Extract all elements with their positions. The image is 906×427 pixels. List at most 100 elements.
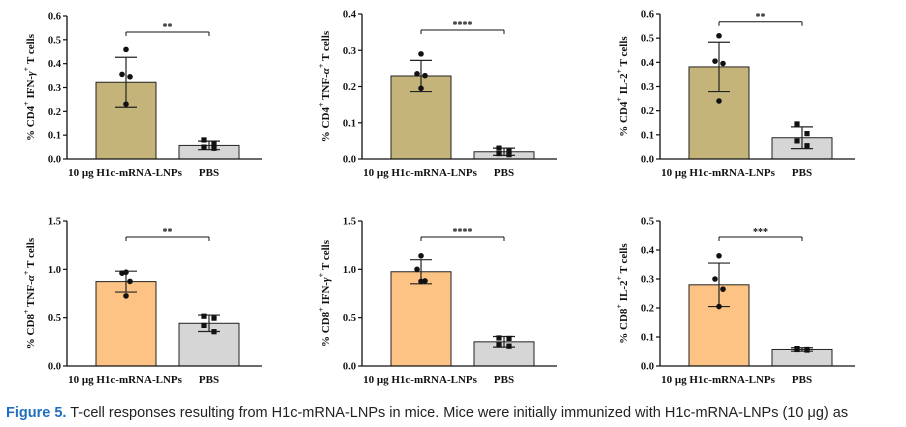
- data-point-pbs: [496, 335, 502, 341]
- data-point-lnp: [119, 270, 125, 277]
- category-label-pbs: PBS: [494, 167, 514, 179]
- chart-panel-3: 0.0 0.1 0.2 0.3 0.4 0.5 0.6 10 μg H1c-mRNA-LNPs…: [615, 10, 855, 179]
- y-tick-label: 0.0: [641, 362, 654, 373]
- data-point-pbs: [506, 343, 512, 349]
- significance-label: ***: [753, 227, 768, 238]
- y-tick-label: 0.2: [343, 82, 356, 93]
- bar-pbs: [771, 348, 833, 367]
- ylabel-superscript: +: [317, 102, 326, 107]
- data-point-pbs: [496, 150, 502, 157]
- significance-label: **: [163, 22, 173, 33]
- data-point-lnp: [123, 293, 129, 299]
- y-axis-label: % CD4+ TNF-α+ T cells: [317, 30, 332, 142]
- ylabel-superscript: +: [317, 272, 326, 277]
- y-tick-label: 0.1: [48, 131, 61, 142]
- y-tick-label: 0.0: [48, 155, 61, 166]
- ylabel-superscript: +: [317, 63, 326, 68]
- y-tick-label: 0.5: [343, 313, 356, 324]
- caption-text: T-cell responses resulting from H1c-mRNA…: [66, 405, 849, 421]
- data-point-lnp: [414, 266, 420, 273]
- y-tick-label: 0.5: [48, 313, 61, 324]
- data-point-pbs: [201, 313, 207, 319]
- ylabel-text: % CD8: [25, 314, 37, 350]
- y-tick-label: 1.5: [343, 217, 356, 228]
- ylabel-superscript: +: [615, 304, 624, 309]
- data-point-lnp: [119, 71, 125, 78]
- y-tick-label: 0.0: [48, 362, 61, 373]
- ylabel-superscript: +: [22, 66, 31, 71]
- y-axis-label: % CD8+ IFN-γ+ T cells: [317, 239, 332, 347]
- y-tick-label: 0.1: [641, 333, 654, 344]
- chart-panel-5: 0.0 0.5 1.0 1.5 10 μg H1c-mRNA-LNPs PBS **** % …: [317, 217, 557, 386]
- ylabel-text: % CD8: [618, 308, 630, 344]
- y-tick-label: 0.4: [343, 10, 357, 21]
- ylabel-text: T cells: [618, 243, 630, 276]
- ylabel-text: T cells: [618, 36, 630, 69]
- data-point-lnp: [123, 101, 129, 107]
- data-point-pbs: [506, 148, 512, 154]
- category-label-lnp: 10 μg H1c-mRNA-LNPs: [68, 167, 182, 179]
- ylabel-text: IFN-: [25, 76, 37, 102]
- category-label-lnp: 10 μg H1c-mRNA-LNPs: [363, 374, 477, 386]
- data-point-pbs: [506, 335, 512, 342]
- y-tick-label: 0.3: [48, 83, 61, 94]
- y-tick-label: 0.1: [641, 130, 654, 141]
- data-point-pbs: [506, 152, 512, 158]
- y-tick-label: 0.4: [641, 246, 655, 257]
- ylabel-superscript: +: [22, 309, 31, 314]
- chart-panel-2: 0.0 0.1 0.2 0.3 0.4 10 μg H1c-mRNA-LNPs PBS ***…: [317, 10, 557, 179]
- significance-label: ****: [453, 227, 473, 238]
- data-point-lnp: [418, 253, 424, 259]
- category-label-pbs: PBS: [494, 374, 514, 386]
- category-label-lnp: 10 μg H1c-mRNA-LNPs: [661, 167, 775, 179]
- data-point-pbs: [794, 121, 800, 127]
- category-label-lnp: 10 μg H1c-mRNA-LNPs: [68, 374, 182, 386]
- y-tick-label: 1.0: [48, 265, 61, 276]
- ylabel-text: IFN-: [320, 282, 332, 308]
- data-point-lnp: [127, 278, 133, 285]
- y-tick-label: 1.0: [343, 265, 356, 276]
- category-label-pbs: PBS: [792, 374, 812, 386]
- significance-label: **: [756, 12, 766, 23]
- data-point-pbs: [211, 145, 217, 151]
- y-axis-label: % CD4+ IFN-γ+ T cells: [22, 33, 37, 141]
- y-tick-label: 0.6: [641, 10, 654, 21]
- ylabel-text: % CD4: [320, 107, 332, 143]
- y-tick-label: 0.4: [48, 59, 62, 70]
- data-point-pbs: [211, 315, 217, 321]
- ylabel-text: IL-2: [618, 73, 630, 97]
- chart-panel-6: 0.0 0.1 0.2 0.3 0.4 0.5 10 μg H1c-mRNA-LNPs PBS…: [615, 217, 855, 386]
- y-tick-label: 0.4: [641, 58, 655, 69]
- ylabel-greek: γ: [320, 277, 332, 282]
- figure-label: Figure 5.: [6, 405, 67, 421]
- y-tick-label: 0.3: [641, 275, 654, 286]
- ylabel-text: T cells: [320, 239, 332, 273]
- y-tick-label: 0.0: [343, 155, 356, 166]
- bar-lnp: [390, 271, 452, 367]
- data-point-pbs: [804, 131, 810, 137]
- data-point-pbs: [804, 143, 810, 149]
- data-point-lnp: [418, 85, 424, 92]
- data-point-pbs: [794, 138, 800, 144]
- ylabel-superscript: +: [615, 275, 624, 280]
- ylabel-superscript: +: [22, 101, 31, 106]
- data-point-lnp: [418, 51, 424, 57]
- data-point-lnp: [418, 278, 424, 285]
- ylabel-text: TNF-: [25, 281, 37, 310]
- y-tick-label: 0.1: [343, 118, 356, 129]
- data-point-pbs: [794, 346, 800, 353]
- data-point-lnp: [720, 286, 726, 292]
- data-point-pbs: [496, 342, 502, 348]
- significance-label: ****: [453, 20, 473, 31]
- data-point-pbs: [211, 329, 217, 335]
- ylabel-superscript: +: [317, 307, 326, 312]
- ylabel-greek: α: [25, 274, 37, 281]
- ylabel-text: % CD8: [320, 311, 332, 347]
- figure-panels: 0.0 0.1 0.2 0.3 0.4 0.5 0.6 10 μg H1c-mRNA-LNPs…: [22, 10, 855, 386]
- data-point-pbs: [201, 137, 207, 143]
- data-point-pbs: [211, 140, 217, 147]
- data-point-lnp: [716, 98, 722, 104]
- category-label-lnp: 10 μg H1c-mRNA-LNPs: [661, 374, 775, 386]
- ylabel-text: IL-2: [618, 280, 630, 304]
- ylabel-text: TNF-: [320, 74, 332, 103]
